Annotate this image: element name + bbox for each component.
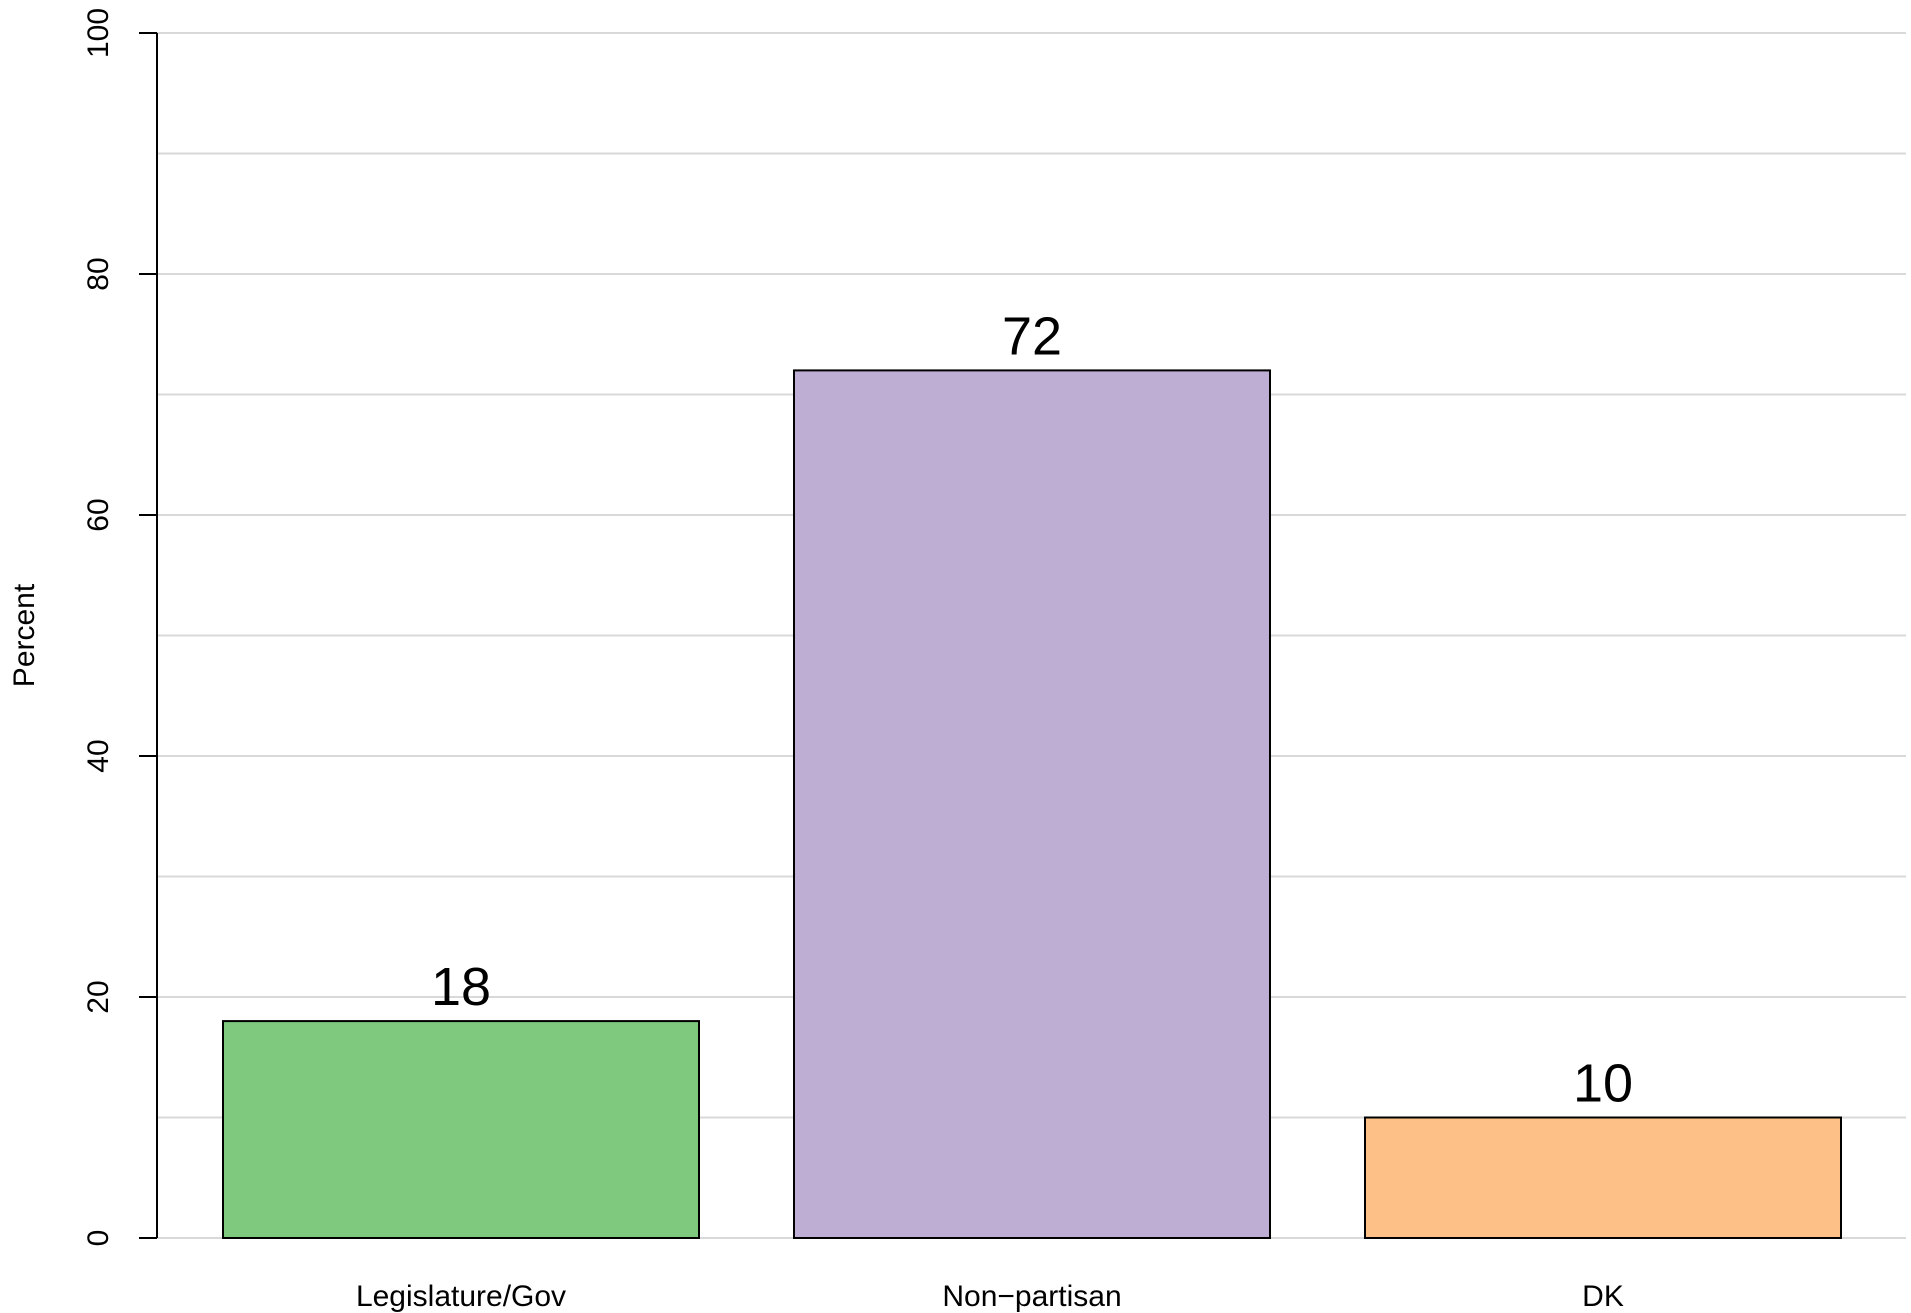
y-tick-label: 80 [82, 257, 115, 290]
y-tick-label: 100 [82, 8, 115, 58]
category-label: DK [1582, 1280, 1624, 1313]
category-label: Non−partisan [942, 1280, 1121, 1313]
y-tick-label: 20 [82, 980, 115, 1013]
y-axis-title: Percent [8, 583, 41, 687]
category-label: Legislature/Gov [356, 1280, 566, 1313]
y-tick-label: 40 [82, 739, 115, 772]
data-label: 18 [431, 957, 491, 1017]
data-label: 72 [1002, 306, 1062, 366]
y-ticks: 0 20 40 60 80 100 [82, 8, 157, 1246]
y-tick-label: 0 [82, 1230, 115, 1247]
bar-3 [1365, 1118, 1841, 1239]
y-tick-label: 60 [82, 498, 115, 531]
data-label: 10 [1573, 1054, 1633, 1114]
bar-2 [794, 370, 1270, 1238]
bar-1 [223, 1021, 699, 1238]
